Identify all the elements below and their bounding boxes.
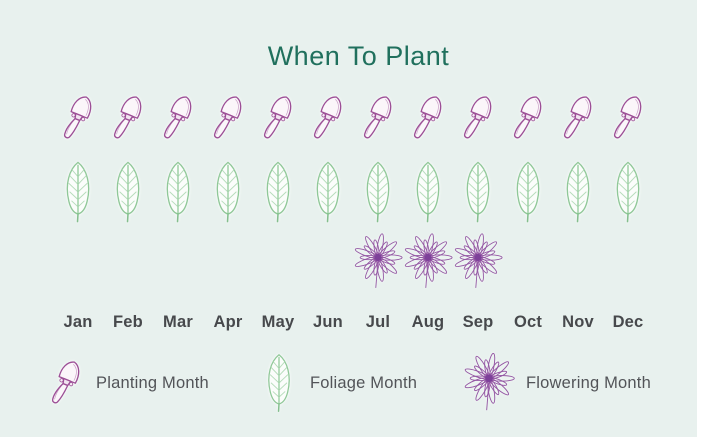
month-label: Dec <box>612 312 644 331</box>
leaf-icon <box>57 159 99 225</box>
trowel-icon <box>208 91 248 145</box>
month-cell <box>53 91 103 145</box>
leaf-icon <box>207 159 249 225</box>
leaf-icon <box>507 159 549 225</box>
legend-label-flowering: Flowering Month <box>526 373 651 392</box>
flower-icon <box>453 233 503 291</box>
leaf-icon <box>107 159 149 225</box>
leaf-icon <box>157 159 199 225</box>
trowel-icon <box>58 91 98 145</box>
month-label: Oct <box>513 312 543 331</box>
month-cell <box>353 233 403 291</box>
month-cell <box>453 159 503 225</box>
trowel-icon <box>508 91 548 145</box>
flower-icon <box>462 353 516 413</box>
month-cell <box>103 91 153 145</box>
month-cell <box>603 91 653 145</box>
month-cell <box>153 159 203 225</box>
month-label: Jul <box>365 312 391 331</box>
month-cell <box>453 233 503 291</box>
planting-row <box>53 90 653 146</box>
month-label: Apr <box>213 312 243 331</box>
month-cell <box>203 159 253 225</box>
month-cell <box>103 159 153 225</box>
legend-item-foliage: Foliage Month <box>258 352 417 414</box>
leaf-icon <box>557 159 599 225</box>
month-cell <box>353 91 403 145</box>
leaf-icon <box>307 159 349 225</box>
foliage-row <box>53 157 653 227</box>
month-label: Nov <box>562 312 594 331</box>
chart-panel: When To Plant Jan Feb Mar Apr May Jun Jul Aug Se… <box>0 0 697 437</box>
trowel-icon <box>258 91 298 145</box>
month-label: Aug <box>411 312 445 331</box>
month-label: Jun <box>313 312 343 331</box>
leaf-icon <box>258 352 300 414</box>
month-cell <box>303 159 353 225</box>
month-cell <box>253 91 303 145</box>
legend-label-planting: Planting Month <box>96 373 209 392</box>
month-cell <box>303 91 353 145</box>
leaf-icon <box>357 159 399 225</box>
legend-item-flowering: Flowering Month <box>462 352 651 414</box>
month-cell <box>403 233 453 291</box>
month-label: Jan <box>63 312 93 331</box>
month-label: Sep <box>462 312 494 331</box>
trowel-icon <box>558 91 598 145</box>
month-cell <box>53 159 103 225</box>
leaf-icon <box>607 159 649 225</box>
month-cell <box>553 159 603 225</box>
month-cell <box>203 91 253 145</box>
month-label: Mar <box>163 312 193 331</box>
trowel-icon <box>158 91 198 145</box>
month-cell <box>603 159 653 225</box>
flowering-row <box>53 232 653 292</box>
flower-icon <box>353 233 403 291</box>
month-cell <box>553 91 603 145</box>
month-cell <box>503 91 553 145</box>
month-label: May <box>261 312 295 331</box>
month-labels-row: Jan Feb Mar Apr May Jun Jul Aug Sep Oct Nov Dec <box>53 310 653 334</box>
month-cell <box>503 159 553 225</box>
legend: Planting Month Foliage Month Flowering M… <box>0 352 697 414</box>
month-cell <box>253 159 303 225</box>
trowel-icon <box>308 91 348 145</box>
month-cell <box>353 159 403 225</box>
page-title: When To Plant <box>267 41 450 71</box>
leaf-icon <box>457 159 499 225</box>
flower-icon <box>403 233 453 291</box>
month-cell <box>403 91 453 145</box>
trowel-icon <box>458 91 498 145</box>
trowel-icon <box>408 91 448 145</box>
trowel-icon <box>608 91 648 145</box>
legend-item-planting: Planting Month <box>46 352 209 414</box>
legend-label-foliage: Foliage Month <box>310 373 418 392</box>
month-label: Feb <box>113 312 143 331</box>
trowel-icon <box>108 91 148 145</box>
leaf-icon <box>257 159 299 225</box>
month-cell <box>403 159 453 225</box>
trowel-icon <box>358 91 398 145</box>
month-cell <box>153 91 203 145</box>
leaf-icon <box>407 159 449 225</box>
trowel-icon <box>46 356 86 410</box>
month-cell <box>453 91 503 145</box>
